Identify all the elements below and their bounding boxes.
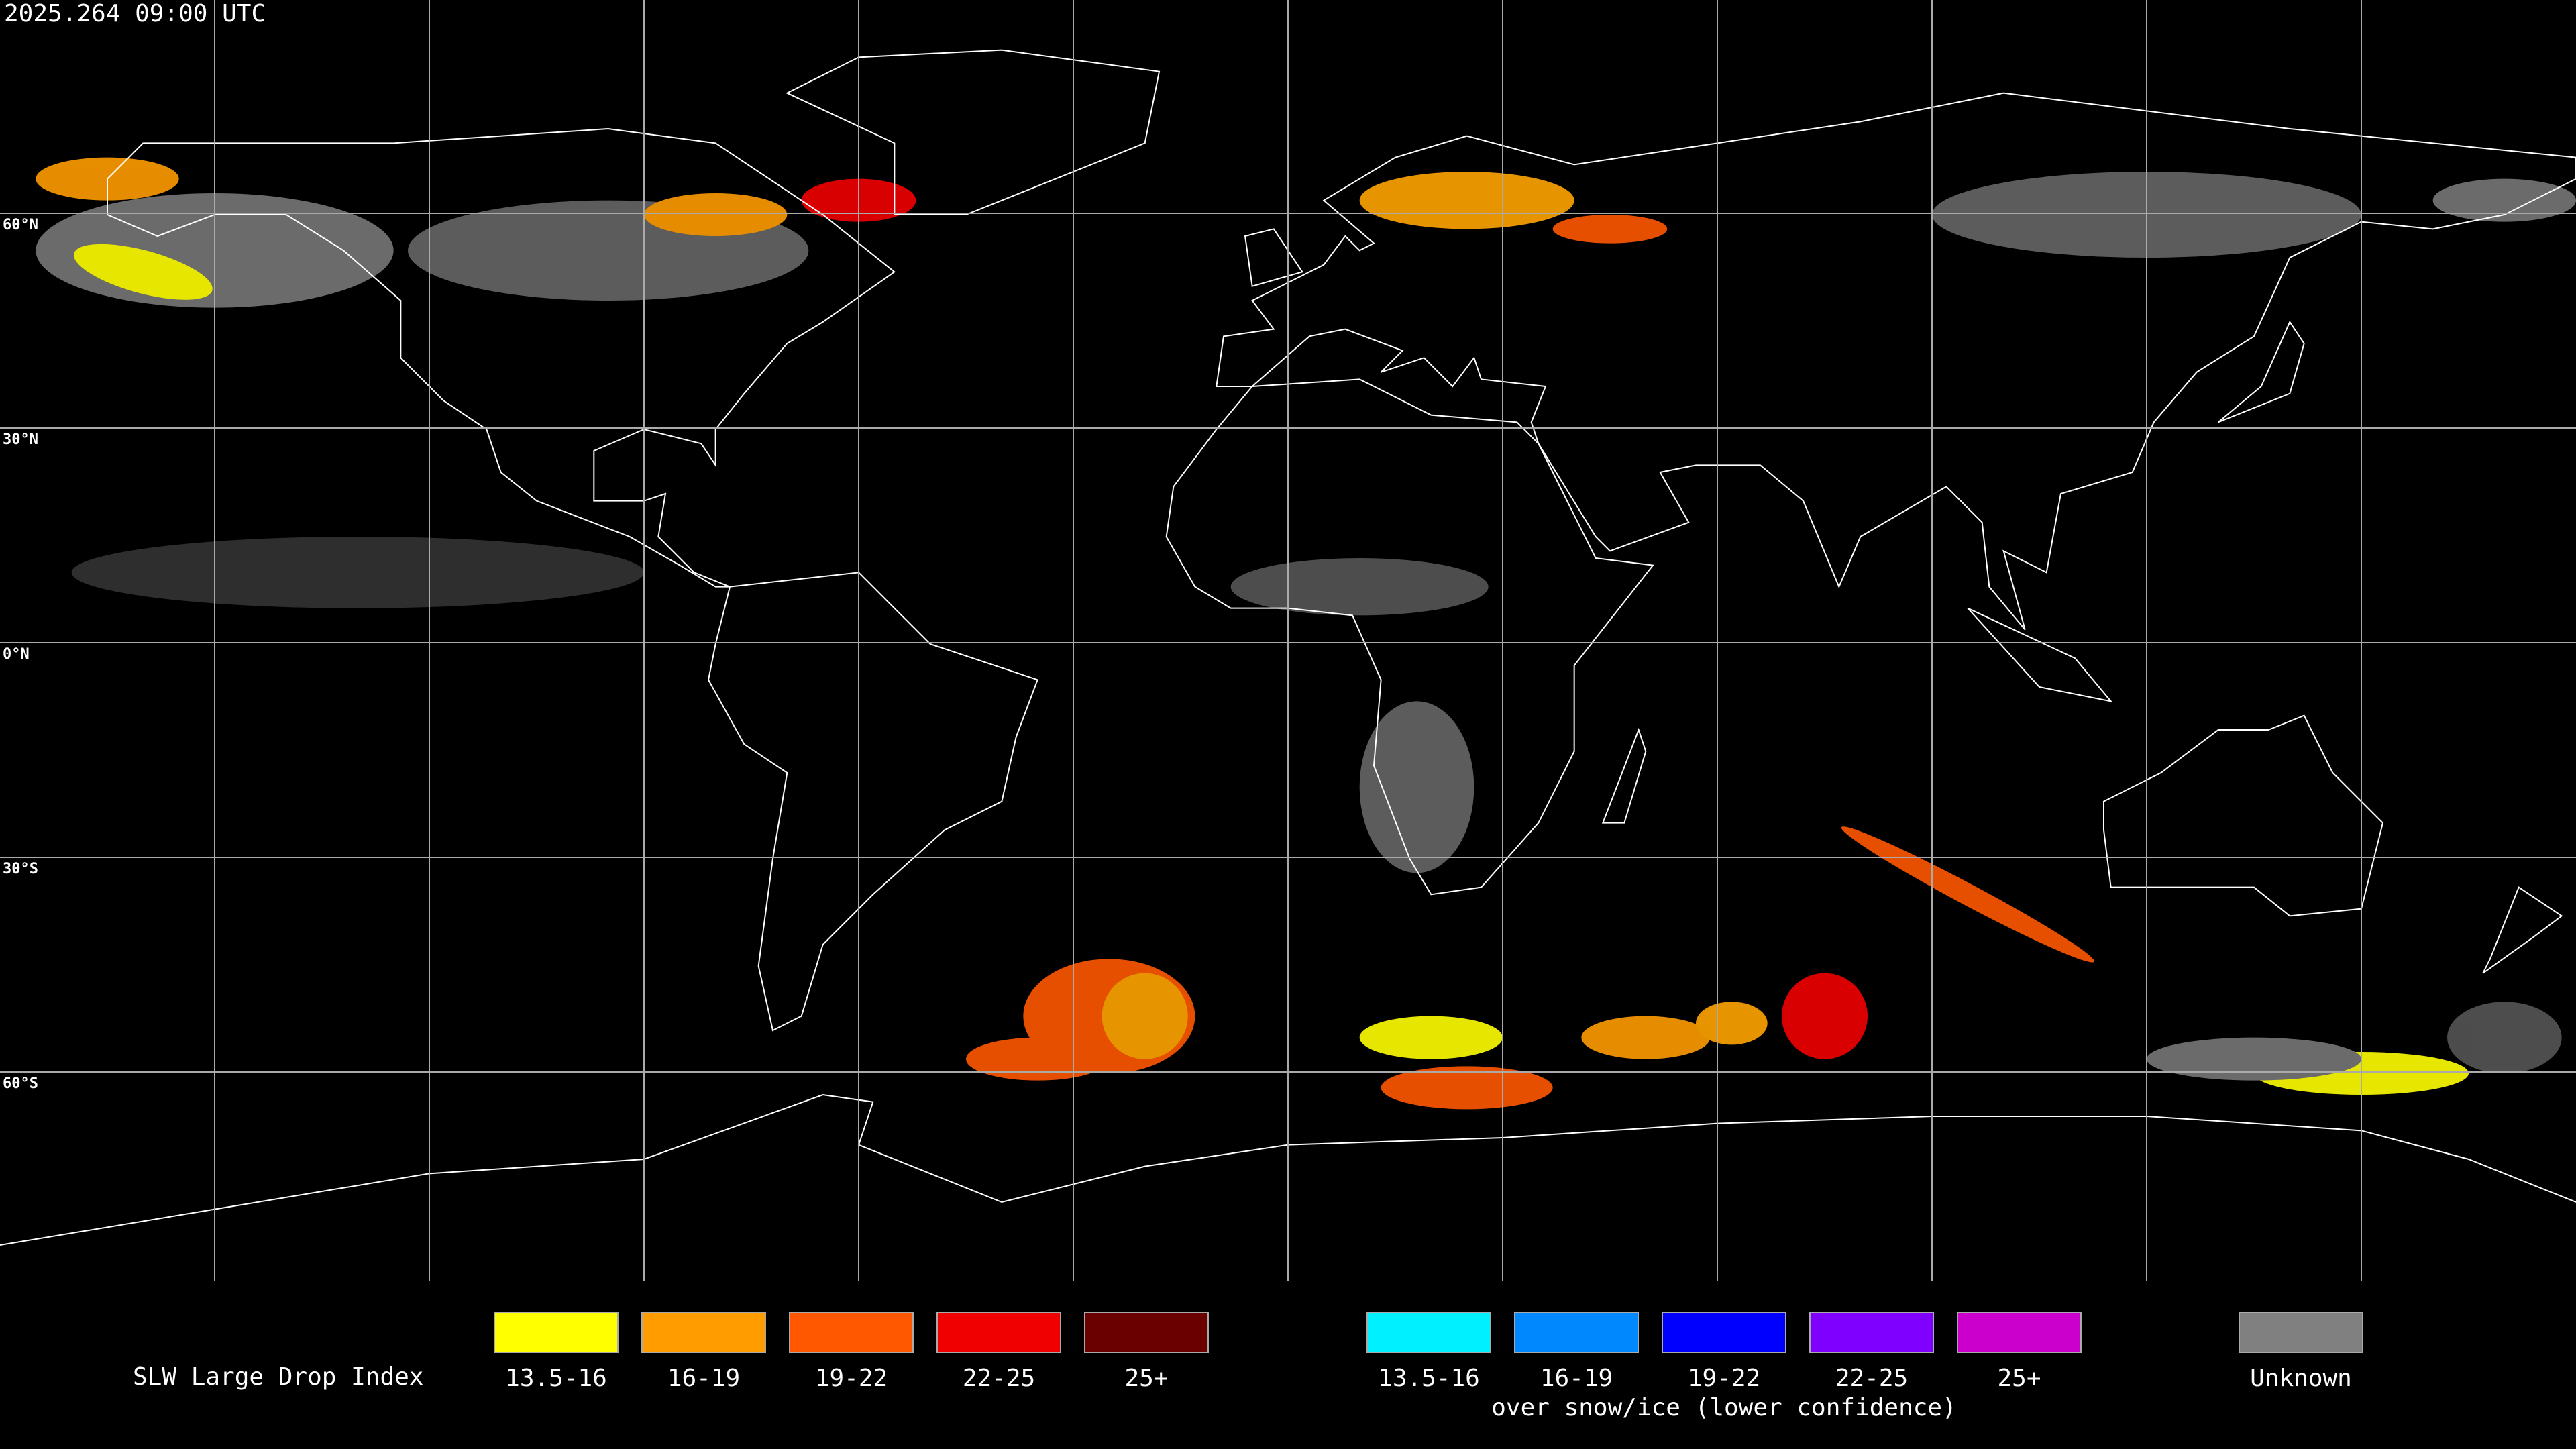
legend-label: Unknown — [2250, 1364, 2352, 1392]
latitude-label: 30°S — [3, 861, 38, 877]
legend-title: SLW Large Drop Index — [133, 1363, 423, 1391]
latitude-label: 60°S — [3, 1075, 38, 1092]
latitude-labels: 60°N 30°N 0°N 30°S 60°S — [3, 217, 38, 1092]
legend-swatch — [789, 1312, 914, 1353]
legend-label: 16-19 — [667, 1364, 740, 1392]
legend-swatch — [2239, 1312, 2363, 1353]
map-layer — [0, 50, 2576, 1245]
legend-label: 19-22 — [1688, 1364, 1760, 1392]
legend-swatch — [1366, 1312, 1491, 1353]
legend-caption: over snow/ice (lower confidence) — [1491, 1394, 1957, 1421]
legend-label: 25+ — [1124, 1364, 1168, 1392]
latitude-label: 30°N — [3, 431, 38, 448]
legend-swatch — [1662, 1312, 1786, 1353]
legend-label: 16-19 — [1540, 1364, 1613, 1392]
legend-label: 19-22 — [815, 1364, 888, 1392]
legend-label: 22-25 — [1835, 1364, 1908, 1392]
legend-swatch — [1084, 1312, 1209, 1353]
legend-swatch — [494, 1312, 619, 1353]
latitude-label: 60°N — [3, 217, 38, 233]
coastlines — [0, 50, 2576, 1245]
cloud-field — [36, 157, 2576, 1110]
graticule — [0, 0, 2576, 1281]
legend-label: 25+ — [1997, 1364, 2041, 1392]
legend-label: 13.5-16 — [505, 1364, 607, 1392]
legend-swatch — [1957, 1312, 2082, 1353]
legend-label: 13.5-16 — [1378, 1364, 1480, 1392]
legend: 13.5-16 16-19 19-22 22-25 25+ 13.5-16 16-19 19-… — [494, 1312, 2363, 1421]
legend-swatch — [1809, 1312, 1934, 1353]
timestamp: 2025.264 09:00 UTC — [4, 0, 266, 28]
legend-label: 22-25 — [963, 1364, 1035, 1392]
legend-swatch — [641, 1312, 766, 1353]
legend-swatch — [936, 1312, 1061, 1353]
latitude-label: 0°N — [3, 646, 30, 663]
legend-panel — [0, 1288, 2576, 1449]
legend-swatch — [1514, 1312, 1639, 1353]
